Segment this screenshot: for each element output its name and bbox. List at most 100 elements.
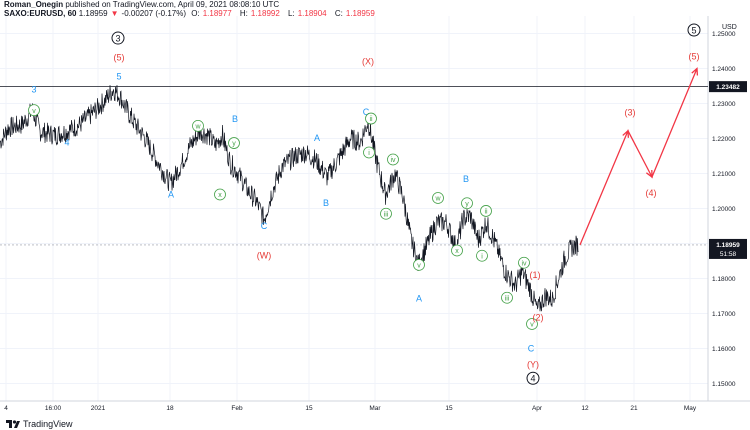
publish-line: Roman_Onegin published on TradingView.co… [4,0,282,9]
wave-label: ii [369,116,373,123]
projection-path [579,67,699,246]
down-arrow-icon: ▼ [110,9,119,18]
wave-label-circle [363,146,375,159]
x-tick-label: 16:00 [45,405,62,412]
wave-label: A [168,190,174,200]
wave-label-circle [687,23,701,37]
time-axis[interactable]: 4 16:00 2021 18 Feb 15 Mar 15 Apr 12 21 May [0,400,750,412]
wave-label-circle [480,205,492,217]
wave-label-circle [461,197,473,210]
y-tick-label: 1.23000 [712,101,736,108]
currency-label: USD [722,24,737,31]
x-tick-label: Mar [369,405,381,412]
wave-label: v [32,108,36,115]
publish-info: published on TradingView.com, April 09, … [65,0,280,9]
x-tick-label: 12 [581,405,589,412]
tradingview-logo[interactable]: TradingView [6,419,73,429]
tradingview-logo-icon [6,420,20,428]
wave-label-circle [476,249,488,262]
wave-label: y [465,201,469,208]
y-tick-label: 1.15000 [712,381,736,388]
x-tick-label: 18 [166,405,174,412]
wave-label: y [232,141,236,148]
high-value: 1.18992 [250,9,280,18]
ohlc-line: SAXO:EURUSD, 60 1.18959 ▼ -0.00207 (-0.17%… [4,9,375,18]
wave-label: i [368,150,370,157]
wave-label: w [434,196,441,203]
open-value: 1.18977 [202,9,232,18]
wave-label: (2) [533,313,544,323]
wave-label: (1) [530,270,541,280]
y-tick-label: 1.21000 [712,171,736,178]
x-tick-label: Apr [532,405,543,412]
wave-label: i [481,253,483,260]
wave-label: iv [521,260,527,267]
wave-label-circle [214,188,226,201]
wave-label: iii [505,295,510,302]
y-tick-label: 1.20000 [712,206,736,213]
wave-label: A [416,293,422,303]
wave-label-circle [387,153,399,166]
x-tick-label: 2021 [91,405,106,412]
wave-label-circle [451,244,463,257]
close-value: 1.18959 [345,9,375,18]
last-price-tag-label: 1.18959 [716,242,740,249]
wave-label-circle [192,120,204,132]
x-tick-label: Feb [231,405,243,412]
wave-label: iv [390,157,396,164]
price-axis-bg [708,16,750,401]
wave-label-circle [413,258,425,271]
price-tags: 1.23482 1.18959 51:58 [709,81,747,259]
arrow-head-5 [691,67,699,76]
wave-label-circle [228,137,240,149]
wave-label: C [261,221,268,231]
wave-label: 3 [31,85,36,95]
low-value: 1.18904 [297,9,327,18]
x-tick-label: May [684,405,697,412]
x-tick-label: 21 [630,405,638,412]
price-line [0,85,579,312]
x-tick-label: 4 [4,405,8,412]
wave-label: B [232,114,238,124]
wave-label: B [463,174,469,184]
countdown-label: 51:58 [720,251,737,258]
price-change: -0.00207 (-0.17%) [121,9,187,18]
wave-label: (4) [646,188,657,198]
projection-line [579,68,698,246]
price-axis[interactable]: USD 1.250001.240001.230001.220001.210001… [707,16,750,401]
wave-label: C [528,344,535,354]
x-tick-label: 15 [305,405,313,412]
wave-label: (5) [114,52,125,62]
wave-label-circle [432,192,444,204]
wave-label: x [218,192,222,199]
level-tag-bg [709,81,747,93]
wave-label-circle [365,112,377,125]
last-price-tag-bg [709,238,747,259]
arrow-head-3 [622,129,630,138]
wave-label: v [530,322,534,329]
wave-label: 4 [530,374,535,384]
wave-label-circle [28,104,40,117]
author-name[interactable]: Roman_Onegin [4,0,64,9]
wave-label: x [455,248,459,255]
wave-label: w [194,124,201,131]
wave-label: (5) [689,51,700,61]
last-price: 1.18959 [78,9,108,18]
wave-label-circle [518,256,530,269]
chart-grid [0,16,708,401]
wave-label-circle [111,31,125,45]
y-tick-label: 1.25000 [712,31,736,38]
wave-label: (3) [625,107,636,117]
level-tag-label: 1.23482 [716,84,740,91]
x-tick-label: 15 [445,405,453,412]
wave-label: B [323,198,329,208]
wave-labels: 3453(5)vwByxAC(W)AB(X)CiiiviiiivAwByiixi… [28,23,701,385]
wave-label: A [314,133,320,143]
wave-label-circle [380,207,392,220]
wave-label: 3 [115,33,120,43]
y-tick-label: 1.22000 [712,136,736,143]
wave-label: (W) [257,250,272,260]
wave-label: (X) [362,57,374,67]
y-tick-label: 1.16000 [712,346,736,353]
